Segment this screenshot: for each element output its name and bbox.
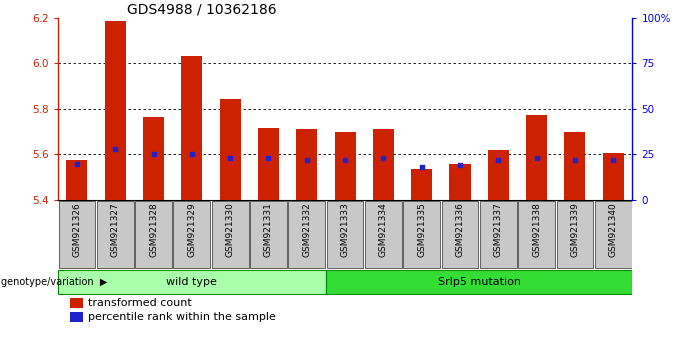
Point — [224, 155, 236, 161]
Text: GSM921339: GSM921339 — [571, 202, 579, 257]
Text: GSM921334: GSM921334 — [379, 202, 388, 257]
Bar — [70, 313, 83, 322]
Bar — [258, 128, 279, 200]
Point — [339, 157, 351, 163]
Text: GSM921331: GSM921331 — [264, 202, 273, 257]
Text: GSM921326: GSM921326 — [73, 202, 82, 257]
FancyBboxPatch shape — [556, 201, 594, 268]
Bar — [449, 164, 471, 200]
Text: GSM921329: GSM921329 — [188, 202, 197, 257]
Point — [301, 157, 312, 163]
FancyBboxPatch shape — [135, 201, 172, 268]
FancyBboxPatch shape — [58, 201, 95, 268]
Text: percentile rank within the sample: percentile rank within the sample — [88, 312, 276, 322]
Text: transformed count: transformed count — [88, 298, 192, 308]
Point — [569, 157, 580, 163]
Bar — [335, 132, 356, 200]
FancyBboxPatch shape — [518, 201, 555, 268]
Bar — [526, 115, 547, 200]
Text: GSM921330: GSM921330 — [226, 202, 235, 257]
FancyBboxPatch shape — [97, 201, 134, 268]
Text: GSM921336: GSM921336 — [456, 202, 464, 257]
Point — [608, 157, 619, 163]
Bar — [564, 132, 585, 200]
Point — [454, 162, 465, 168]
FancyBboxPatch shape — [250, 201, 287, 268]
Point — [109, 146, 121, 152]
Text: GSM921337: GSM921337 — [494, 202, 503, 257]
Bar — [488, 150, 509, 200]
Text: GSM921333: GSM921333 — [341, 202, 350, 257]
Text: GDS4988 / 10362186: GDS4988 / 10362186 — [126, 2, 276, 17]
Text: GSM921335: GSM921335 — [418, 202, 426, 257]
Text: wild type: wild type — [167, 277, 218, 287]
Point — [378, 155, 389, 161]
Bar — [67, 160, 88, 200]
Point — [493, 157, 504, 163]
FancyBboxPatch shape — [326, 201, 364, 268]
Text: GSM921338: GSM921338 — [532, 202, 541, 257]
FancyBboxPatch shape — [403, 201, 440, 268]
FancyBboxPatch shape — [211, 201, 249, 268]
Bar — [182, 56, 203, 200]
FancyBboxPatch shape — [441, 201, 479, 268]
Text: GSM921327: GSM921327 — [111, 202, 120, 257]
Point — [186, 152, 197, 157]
Bar — [220, 99, 241, 200]
Bar — [602, 153, 624, 200]
Point — [531, 155, 542, 161]
FancyBboxPatch shape — [288, 201, 325, 268]
Text: GSM921332: GSM921332 — [303, 202, 311, 257]
Point — [148, 152, 159, 157]
FancyBboxPatch shape — [326, 270, 632, 293]
Text: Srlp5 mutation: Srlp5 mutation — [438, 277, 521, 287]
FancyBboxPatch shape — [480, 201, 517, 268]
Bar — [373, 129, 394, 200]
FancyBboxPatch shape — [365, 201, 402, 268]
Bar — [70, 298, 83, 308]
Text: GSM921340: GSM921340 — [609, 202, 617, 257]
Point — [71, 161, 82, 166]
Bar — [105, 21, 126, 200]
Point — [416, 164, 427, 170]
FancyBboxPatch shape — [173, 201, 210, 268]
Point — [263, 155, 274, 161]
Text: genotype/variation  ▶: genotype/variation ▶ — [1, 277, 107, 287]
Bar — [296, 129, 318, 200]
Text: GSM921328: GSM921328 — [149, 202, 158, 257]
Bar — [143, 117, 164, 200]
FancyBboxPatch shape — [595, 201, 632, 268]
FancyBboxPatch shape — [58, 270, 326, 293]
Bar — [411, 169, 432, 200]
